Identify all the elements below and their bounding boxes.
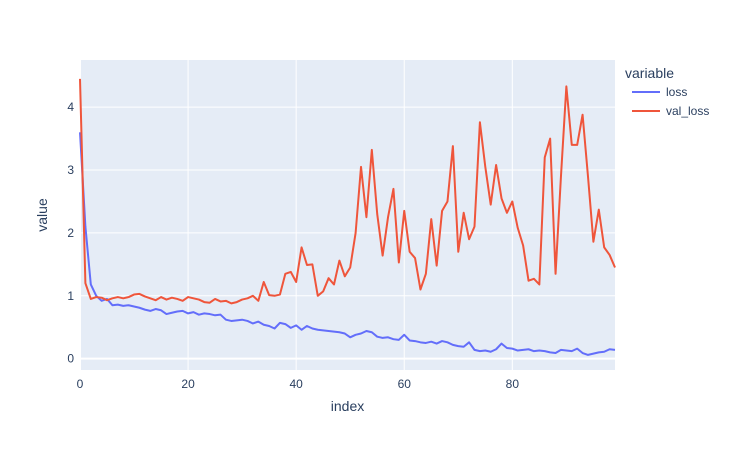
y-tick-label: 2 [67,226,74,240]
y-axis-title: value [34,198,50,232]
y-tick-label: 3 [67,163,74,177]
plot-background [80,60,615,370]
x-tick-label: 20 [181,377,195,391]
y-axis-ticks: 0 1 2 3 4 [67,100,74,366]
legend-item-loss[interactable]: loss [632,85,687,99]
x-axis-title: index [331,398,364,414]
y-tick-label: 4 [67,100,74,114]
legend-label: loss [666,85,687,99]
series-layer [79,78,616,356]
legend-items: loss val_loss [632,85,709,118]
x-tick-label: 0 [77,377,84,391]
legend: variable loss val_loss [625,65,709,118]
gridlines [79,60,615,370]
y-tick-label: 0 [67,352,74,366]
y-tick-label: 1 [67,289,74,303]
legend-item-val-loss[interactable]: val_loss [632,104,709,118]
series-line-val-loss [79,78,616,305]
x-axis-ticks: 0 20 40 60 80 [77,377,520,391]
series-line-loss [79,132,616,356]
x-tick-label: 60 [398,377,412,391]
x-tick-label: 80 [506,377,520,391]
x-tick-label: 40 [289,377,303,391]
legend-title: variable [625,65,674,81]
legend-label: val_loss [666,104,709,118]
